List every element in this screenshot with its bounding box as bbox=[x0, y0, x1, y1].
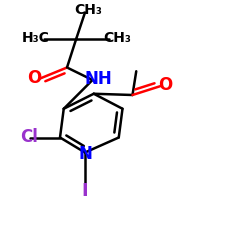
Text: H₃C: H₃C bbox=[22, 31, 50, 45]
Text: I: I bbox=[82, 182, 88, 200]
Text: CH₃: CH₃ bbox=[103, 31, 131, 45]
Text: Cl: Cl bbox=[20, 128, 38, 146]
Text: O: O bbox=[27, 69, 41, 87]
Text: O: O bbox=[158, 76, 172, 94]
Text: NH: NH bbox=[84, 70, 112, 88]
Text: CH₃: CH₃ bbox=[74, 2, 102, 16]
Text: N: N bbox=[78, 145, 92, 163]
